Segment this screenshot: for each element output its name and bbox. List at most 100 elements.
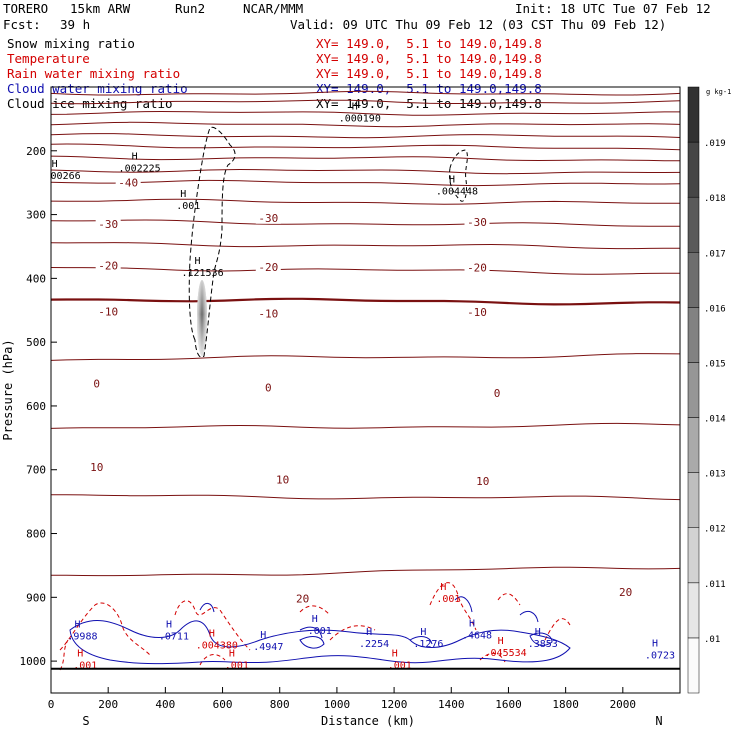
x-tick-label: 400 <box>155 698 175 711</box>
contour-label: 10 <box>276 473 289 486</box>
field-xy-temperature: XY= 149.0, 5.1 to 149.0,149.8 <box>316 51 542 66</box>
temperature-contour <box>51 110 680 116</box>
colorbar-tick-label: .019 <box>704 139 726 149</box>
x-tick-label: 2000 <box>610 698 637 711</box>
colorbar-swatch <box>687 472 700 528</box>
max-marker: H <box>195 256 201 267</box>
contour-label: -30 <box>258 212 278 225</box>
field-xy-cloud-ice: XY= 149.0, 5.1 to 149.0,149.8 <box>316 96 542 111</box>
temperature-contour <box>51 143 680 151</box>
max-label: .9988 <box>67 632 97 643</box>
x-tick-label: 1200 <box>381 698 408 711</box>
y-tick-label: 500 <box>26 336 46 349</box>
colorbar-tick-label: .016 <box>704 304 726 314</box>
y-tick-label: 600 <box>26 400 46 413</box>
max-label: .004380 <box>196 641 238 652</box>
header-fcst-value: 39 h <box>60 17 91 32</box>
max-label: .000266 <box>38 171 80 182</box>
field-name-snow: Snow mixing ratio <box>7 36 135 51</box>
y-axis: 200 300 400 500 600 700 800 900 1000 <box>20 145 57 668</box>
contour-label: 0 <box>265 381 272 394</box>
header-run: Run2 <box>175 1 206 16</box>
y-tick-label: 800 <box>26 528 46 541</box>
max-label: .002225 <box>119 163 161 174</box>
colorbar-swatch <box>687 307 700 363</box>
colorbar-swatch <box>687 637 700 694</box>
header-model: TORERO <box>3 1 49 16</box>
max-label: .2254 <box>359 639 389 650</box>
temperature-contour <box>51 198 680 205</box>
max-marker: H <box>535 627 541 638</box>
header-init: Init: 18 UTC Tue 07 Feb 12 <box>515 1 711 16</box>
y-tick-label: 1000 <box>20 655 47 668</box>
temperature-contour <box>51 267 680 275</box>
temperature-contour <box>51 422 680 429</box>
x-tick-label: 0 <box>48 698 55 711</box>
max-marker: H <box>352 102 358 113</box>
max-marker: H <box>652 639 658 650</box>
max-marker: H <box>74 620 80 631</box>
temperature-contour <box>51 99 680 105</box>
temperature-contour <box>51 494 680 501</box>
max-marker: H <box>440 582 446 593</box>
header-fcst-label: Fcst: <box>3 17 41 32</box>
temperature-contour <box>51 155 680 162</box>
contour-label: 10 <box>90 461 103 474</box>
max-marker: H <box>180 189 186 200</box>
max-label: .004448 <box>436 186 478 197</box>
temperature-contour <box>51 90 680 96</box>
endpoint-left: S <box>82 714 89 728</box>
max-marker: H <box>77 648 83 659</box>
y-tick-label: 300 <box>26 209 46 222</box>
colorbar-swatch <box>687 582 700 639</box>
contour-label: -20 <box>98 260 118 273</box>
x-tick-label: 1600 <box>495 698 522 711</box>
colorbar-swatch <box>687 362 700 418</box>
max-marker: H <box>229 648 235 659</box>
field-name-cloud-water: Cloud water mixing ratio <box>7 81 188 96</box>
x-tick-label: 200 <box>98 698 118 711</box>
temperature-contour <box>51 133 680 139</box>
y-tick-label: 200 <box>26 145 46 158</box>
max-marker: H <box>166 620 172 631</box>
max-label: .4947 <box>253 642 283 653</box>
contour-label: -30 <box>98 218 118 231</box>
max-label: .001 <box>73 660 97 671</box>
contour-label: -20 <box>467 262 487 275</box>
max-marker: H <box>449 174 455 185</box>
max-marker: H <box>392 648 398 659</box>
colorbar-swatch <box>687 417 700 473</box>
field-xy-rain: XY= 149.0, 5.1 to 149.0,149.8 <box>316 66 542 81</box>
temperature-contour <box>51 353 680 361</box>
snow-outline <box>188 126 236 358</box>
max-label: .4648 <box>462 630 492 641</box>
contour-label: -40 <box>118 177 138 190</box>
y-tick-label: 900 <box>26 591 46 604</box>
contour-label: -10 <box>258 307 278 320</box>
max-label: .001 <box>436 594 460 605</box>
max-marker: H <box>209 629 215 640</box>
contour-label: 20 <box>296 593 309 606</box>
max-label: .001 <box>225 660 249 671</box>
contour-label: 10 <box>476 475 489 488</box>
rain-contours <box>59 582 571 656</box>
temperature-contour <box>51 566 680 577</box>
colorbar-swatch <box>687 527 700 584</box>
field-name-rain: Rain water mixing ratio <box>7 66 181 81</box>
max-label: .0723 <box>645 651 675 662</box>
x-axis: 0 200 400 600 800 1000 1200 1400 1600 1800 2000 <box>48 687 636 711</box>
temperature-contour <box>51 297 680 306</box>
x-tick-label: 1400 <box>438 698 465 711</box>
x-tick-label: 1000 <box>324 698 351 711</box>
y-axis-label: Pressure (hPa) <box>1 339 15 440</box>
colorbar-tick-label: .011 <box>704 580 726 590</box>
y-tick-label: 400 <box>26 272 46 285</box>
colorbar-tick-label: .01 <box>704 635 720 645</box>
colorbar-swatch <box>687 196 700 253</box>
field-name-temperature: Temperature <box>7 51 90 66</box>
colorbar-tick-label: .017 <box>704 249 726 259</box>
x-tick-label: 1800 <box>552 698 579 711</box>
contour-label: -20 <box>258 261 278 274</box>
max-label: .001 <box>388 660 412 671</box>
